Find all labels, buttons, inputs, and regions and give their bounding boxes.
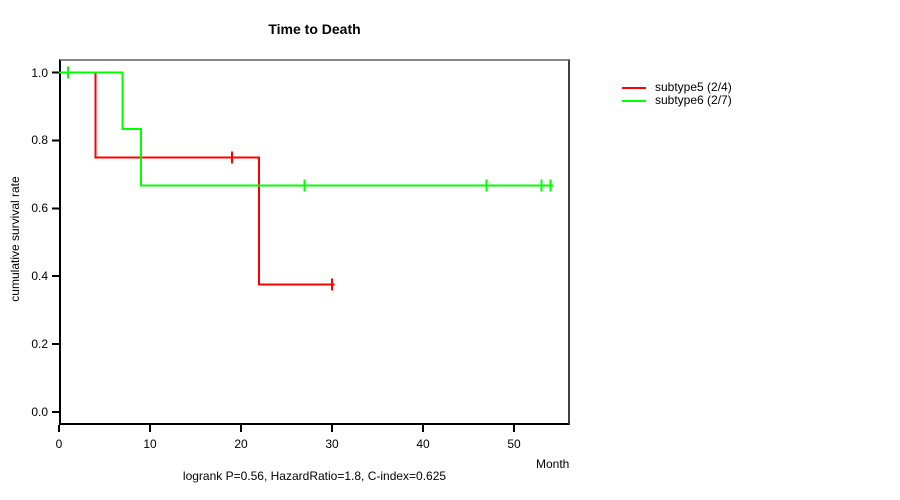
legend-line-swatch bbox=[622, 99, 646, 102]
x-tick-label: 40 bbox=[416, 437, 430, 451]
y-tick-label: 1.0 bbox=[31, 65, 48, 80]
y-tick-label: 0.2 bbox=[31, 337, 48, 352]
legend-line-swatch bbox=[622, 86, 646, 89]
legend: subtype5 (2/4) subtype6 (2/7) bbox=[622, 81, 732, 107]
x-tick-label: 20 bbox=[234, 437, 248, 451]
stats-footer: logrank P=0.56, HazardRatio=1.8, C-index… bbox=[182, 469, 447, 483]
legend-entry: subtype5 (2/4) bbox=[622, 81, 732, 94]
legend-entry: subtype6 (2/7) bbox=[622, 94, 732, 107]
x-tick-label: 50 bbox=[507, 437, 521, 451]
y-tick-label: 0.6 bbox=[31, 201, 48, 216]
survival-curve bbox=[59, 71, 335, 286]
x-axis-label: Month bbox=[536, 457, 570, 471]
legend-label: subtype5 (2/4) bbox=[655, 80, 732, 94]
x-tick-label: 0 bbox=[55, 437, 63, 451]
plot-title: Time to Death bbox=[268, 21, 361, 37]
legend-label: subtype6 (2/7) bbox=[655, 93, 732, 107]
y-tick-label: 0.4 bbox=[31, 269, 48, 284]
y-tick-label: 0.8 bbox=[31, 133, 48, 148]
x-tick-label: 10 bbox=[143, 437, 157, 451]
y-tick-label: 0.0 bbox=[31, 405, 48, 419]
survival-curve bbox=[59, 71, 554, 187]
y-axis-label: cumulative survival rate bbox=[8, 176, 22, 302]
x-tick-label: 30 bbox=[325, 437, 339, 451]
plot-area bbox=[59, 59, 570, 425]
